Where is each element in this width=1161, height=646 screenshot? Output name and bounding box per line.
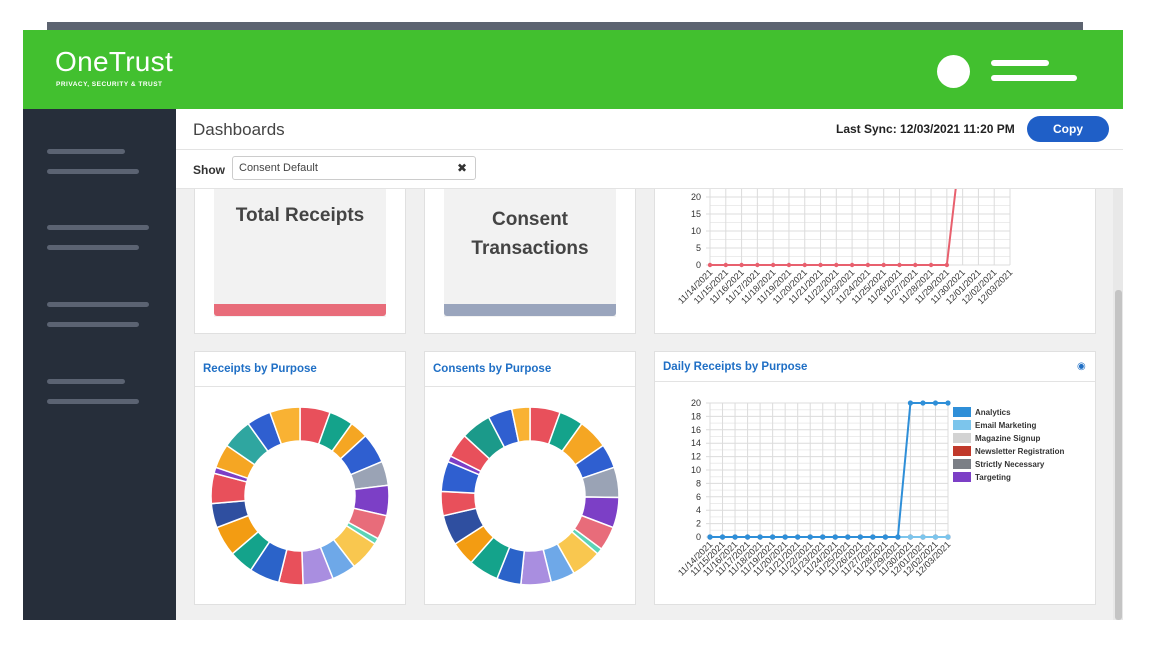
kpi-panel: [214, 189, 386, 317]
avatar[interactable]: [937, 55, 970, 88]
kpi-title: Total Receipts: [235, 205, 365, 226]
nav-item[interactable]: [47, 379, 125, 384]
kpi-bar: [444, 304, 616, 316]
logo[interactable]: OneTrust: [55, 46, 174, 77]
card: Consents by Purpose: [424, 351, 636, 605]
kpi-panel: [444, 189, 616, 317]
card-title: Daily Receipts by Purpose: [663, 361, 808, 373]
toolbar: Dashboards Last Sync: 12/03/2021 11:20 P…: [176, 109, 1123, 150]
sidebar: [23, 109, 176, 620]
nav-item[interactable]: [47, 245, 139, 250]
copy-button[interactable]: Copy: [1027, 116, 1109, 142]
scroll-thumb[interactable]: [1115, 290, 1122, 620]
card-title: Consents by Purpose: [433, 363, 552, 375]
filter-value: Consent Default: [239, 162, 318, 174]
card-header: [195, 352, 405, 387]
kpi-title: Consent Transactions: [471, 209, 589, 259]
filter-bar: Show Consent Default ✖: [176, 150, 1123, 189]
card: [654, 189, 1096, 334]
tagline: PRIVACY, SECURITY & TRUST: [56, 81, 163, 88]
nav-item[interactable]: [47, 169, 139, 174]
last-sync: Last Sync: 12/03/2021 11:20 PM: [836, 122, 1015, 136]
card-header: [425, 352, 635, 387]
card-header: [655, 352, 1095, 382]
kpi-bar: [214, 304, 386, 316]
card: Total Receipts: [194, 189, 406, 334]
nav-item[interactable]: [47, 302, 149, 307]
card: Daily Receipts by Purpose ◉: [654, 351, 1096, 605]
menu-line[interactable]: [991, 60, 1049, 66]
menu-line[interactable]: [991, 75, 1077, 81]
card-title: Receipts by Purpose: [203, 363, 317, 375]
filter-select[interactable]: Consent Default ✖: [232, 156, 476, 180]
card: Consent Transactions: [424, 189, 636, 334]
window-bar: [47, 22, 1083, 30]
nav-item[interactable]: [47, 225, 149, 230]
view-icon[interactable]: ◉: [1077, 361, 1086, 372]
nav-item[interactable]: [47, 399, 139, 404]
card: Receipts by Purpose: [194, 351, 406, 605]
filter-label: Show: [193, 163, 225, 177]
nav-item[interactable]: [47, 322, 139, 327]
nav-item[interactable]: [47, 149, 125, 154]
app-header: OneTrust PRIVACY, SECURITY & TRUST: [23, 30, 1123, 109]
clear-filter[interactable]: ✖: [456, 161, 467, 175]
page-title: Dashboards: [193, 120, 285, 139]
